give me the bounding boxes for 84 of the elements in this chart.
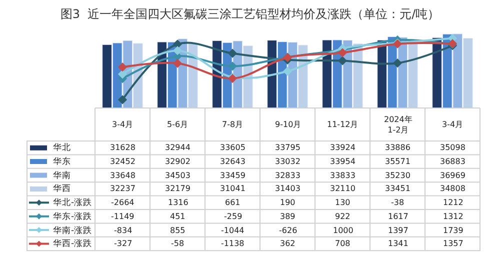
x-tick-label: 11-12月 [327, 120, 358, 129]
legend-label: 华南-涨跌 [53, 225, 92, 236]
data-label: 1312 [443, 212, 464, 221]
data-label: 33451 [385, 184, 410, 193]
data-label: 855 [170, 226, 186, 235]
data-label: 32110 [330, 184, 356, 193]
data-label: 34808 [440, 184, 466, 193]
data-label: 36969 [440, 171, 466, 180]
legend-label: 华东 [53, 156, 71, 167]
data-label: 33032 [275, 157, 300, 166]
data-label: 451 [170, 212, 186, 221]
data-label: 34503 [165, 171, 190, 180]
data-label: 389 [280, 212, 296, 221]
data-label: -58 [171, 239, 184, 248]
data-label: 130 [335, 198, 350, 207]
data-label: 1739 [443, 226, 464, 235]
data-label: 1397 [388, 226, 408, 235]
data-label: 1212 [443, 198, 464, 207]
legend-label: 华南 [53, 170, 71, 181]
legend-label: 华北-涨跌 [53, 197, 92, 208]
data-label: 35571 [385, 157, 410, 166]
data-label: -834 [114, 226, 132, 235]
x-tick-label: 9-10月 [275, 120, 302, 129]
chart-title: 图3 近一年全国四大区氟碳三涂工艺铝型材均价及涨跌（单位：元/吨） [60, 7, 440, 22]
point [338, 56, 348, 66]
data-label: 33924 [330, 143, 356, 152]
data-label: 1341 [388, 239, 408, 248]
point [338, 48, 348, 58]
point [172, 46, 182, 56]
data-label: -38 [391, 198, 404, 207]
data-label: 31403 [275, 184, 300, 193]
point [118, 95, 128, 104]
data-label: 708 [335, 239, 350, 248]
point [172, 40, 182, 49]
data-label: 33833 [330, 171, 356, 180]
point [118, 70, 128, 79]
data-label: 32944 [165, 143, 190, 152]
data-label: 31041 [220, 184, 246, 193]
data-label: 32902 [165, 157, 190, 166]
data-label: -259 [224, 212, 242, 221]
data-label: 35230 [385, 171, 410, 180]
data-label: 33795 [275, 143, 300, 152]
legend-label: 华西 [53, 183, 71, 194]
point [392, 58, 402, 68]
data-label: -327 [114, 239, 132, 248]
data-label: 32643 [220, 157, 246, 166]
data-label: 661 [225, 198, 240, 207]
data-label: 33954 [330, 157, 356, 166]
point [228, 48, 238, 58]
data-label: -626 [279, 226, 298, 235]
point [172, 58, 182, 68]
x-tick-label: 3-4月 [442, 120, 464, 129]
data-label: 31628 [110, 143, 136, 152]
x-tick-label: 2024年 1-2月 [384, 115, 412, 134]
x-tick-label: 5-6月 [167, 120, 188, 129]
data-label: -1044 [221, 226, 244, 235]
data-label: 1000 [333, 226, 354, 235]
point [118, 62, 128, 72]
data-label: 1316 [168, 198, 188, 207]
point [282, 66, 292, 76]
legend-label: 华北 [53, 142, 71, 153]
data-label: 362 [280, 239, 296, 248]
data-label: 36883 [440, 157, 466, 166]
data-label: 32179 [165, 184, 190, 193]
data-label: -1138 [221, 239, 244, 248]
data-label: 922 [335, 212, 350, 221]
data-label: -1149 [111, 212, 134, 221]
data-label: 33648 [110, 171, 136, 180]
point [228, 62, 238, 71]
data-label: 1357 [443, 239, 464, 248]
data-label: 33605 [220, 143, 246, 152]
legend-label: 华东-涨跌 [53, 211, 92, 222]
data-label: 32452 [110, 157, 136, 166]
data-label: 1617 [388, 212, 408, 221]
data-label: 33459 [220, 171, 246, 180]
x-tick-label: 7-8月 [222, 120, 244, 129]
legend-label: 华西-涨跌 [53, 238, 92, 249]
data-label: -2664 [111, 198, 134, 207]
data-label: 32237 [110, 184, 136, 193]
data-label: 33886 [385, 143, 410, 152]
data-label: 35098 [440, 143, 466, 152]
x-tick-label: 3-4月 [112, 120, 134, 129]
data-label: 32833 [275, 171, 300, 180]
data-label: 190 [280, 198, 296, 207]
